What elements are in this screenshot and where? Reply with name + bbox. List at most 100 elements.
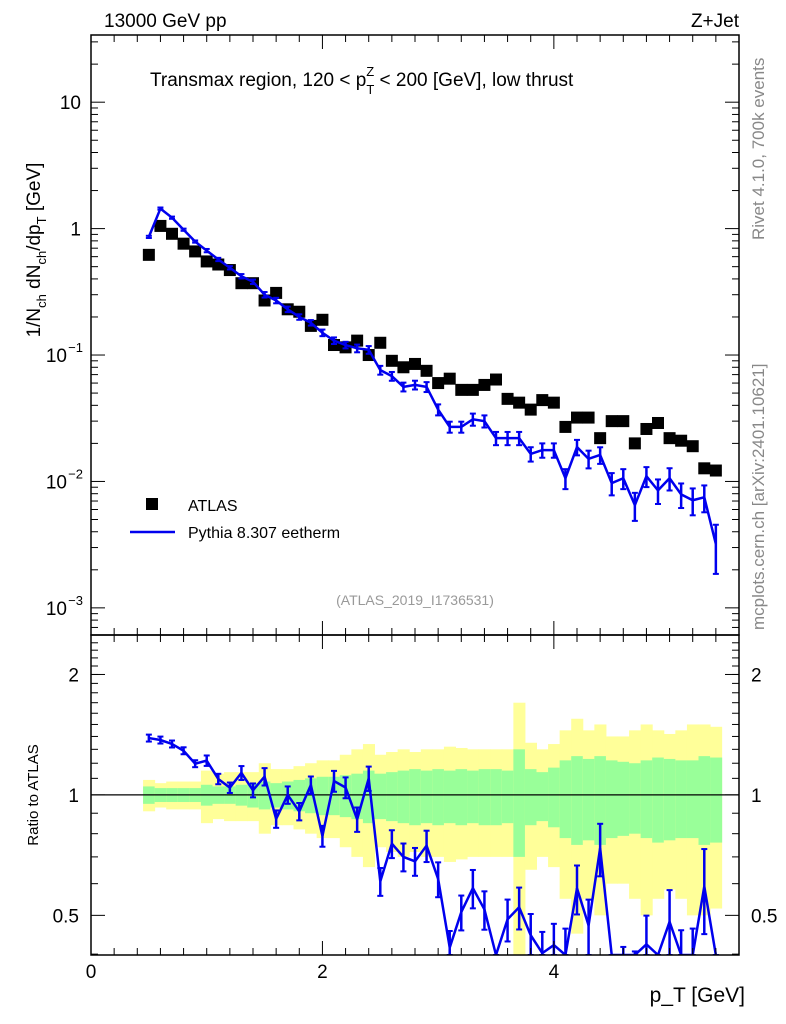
- ratio-tick-label-right: 2: [751, 665, 762, 686]
- stat-uncertainty-band: [490, 769, 503, 826]
- atlas-data-point: [571, 411, 583, 424]
- stat-uncertainty-band: [605, 760, 618, 839]
- pythia-line: [147, 206, 718, 545]
- atlas-data-point: [177, 237, 190, 250]
- atlas-data-point: [490, 373, 502, 386]
- stat-uncertainty-band: [316, 776, 329, 816]
- stat-uncertainty-band: [501, 770, 514, 824]
- stat-uncertainty-band: [374, 773, 387, 820]
- atlas-data-point: [316, 313, 329, 326]
- atlas-data-point: [443, 372, 456, 385]
- stat-uncertainty-band: [559, 760, 572, 839]
- pythia-line: [148, 736, 718, 955]
- atlas-data-point: [605, 415, 618, 428]
- ratio-tick-label-left: 1: [68, 786, 79, 807]
- y-tick-label: 1: [70, 220, 81, 241]
- stat-uncertainty-band: [397, 770, 410, 824]
- y-tick-label: 10: [46, 346, 67, 367]
- stat-uncertainty-band: [478, 769, 491, 826]
- atlas-data-point: [617, 415, 630, 428]
- stat-uncertainty-band: [524, 769, 537, 826]
- ratio-tick-label-left: 0.5: [53, 906, 79, 927]
- atlas-data-point: [582, 411, 595, 424]
- atlas-data-point: [640, 422, 653, 435]
- ratio-y-axis-label: Ratio to ATLAS: [25, 744, 42, 845]
- legend-atlas-marker: [146, 498, 158, 510]
- atlas-data-point: [628, 437, 641, 450]
- stat-uncertainty-band: [663, 758, 676, 841]
- stat-uncertainty-band: [455, 769, 468, 826]
- atlas-data-point: [594, 432, 607, 445]
- atlas-data-point: [524, 403, 537, 416]
- atlas-data-point: [478, 378, 491, 391]
- atlas-data-point: [166, 227, 178, 240]
- stat-uncertainty-band: [409, 769, 422, 826]
- stat-uncertainty-band: [710, 757, 723, 843]
- stat-uncertainty-band: [386, 772, 399, 822]
- y-tick-exponent: −3: [68, 593, 83, 608]
- atlas-data-point: [409, 357, 421, 370]
- atlas-data-point: [420, 364, 433, 377]
- stat-uncertainty-band: [582, 758, 595, 841]
- stat-uncertainty-band: [686, 760, 699, 839]
- x-axis-label: p_T [GeV]: [650, 984, 745, 1007]
- stat-uncertainty-band: [640, 760, 653, 839]
- stat-uncertainty-band: [629, 763, 642, 834]
- atlas-data-point: [547, 396, 560, 409]
- atlas-data-point: [559, 420, 572, 433]
- stat-uncertainty-band: [675, 760, 688, 839]
- stat-uncertainty-band: [652, 757, 665, 843]
- atlas-data-point: [466, 383, 479, 396]
- legend-atlas-label: ATLAS: [188, 498, 238, 515]
- atlas-data-point: [432, 377, 445, 390]
- stat-uncertainty-band: [698, 756, 711, 845]
- stat-uncertainty-band: [443, 770, 456, 824]
- process-label: Z+Jet: [691, 11, 740, 32]
- atlas-data-point: [142, 248, 155, 261]
- stat-uncertainty-band: [594, 756, 607, 845]
- y-tick-label: 10: [60, 93, 81, 114]
- stat-uncertainty-band: [432, 769, 445, 826]
- atlas-data-point: [686, 440, 699, 453]
- stat-uncertainty-band: [571, 756, 584, 845]
- atlas-data-point: [698, 462, 711, 475]
- energy-label: 13000 GeV pp: [104, 11, 227, 32]
- legend: ATLAS Pythia 8.307 eetherm: [130, 498, 340, 542]
- y-tick-label: 10: [46, 472, 67, 493]
- atlas-data-point: [270, 286, 283, 299]
- atlas-data-point: [663, 432, 676, 445]
- stat-uncertainty-band: [513, 749, 526, 857]
- atlas-data-point: [455, 383, 468, 396]
- analysis-label: (ATLAS_2019_I1736531): [336, 592, 494, 608]
- atlas-data-point: [652, 416, 664, 429]
- plot-title: Transmax region, 120 < pTZ < 200 [GeV], …: [150, 64, 574, 97]
- stat-uncertainty-band: [536, 772, 549, 822]
- x-tick-label: 4: [549, 962, 560, 983]
- atlas-data-point: [200, 255, 213, 268]
- y-tick-label: 10: [46, 599, 67, 620]
- x-tick-label: 0: [86, 962, 97, 983]
- main-plot-frame: [90, 34, 740, 636]
- atlas-data-point: [675, 434, 688, 447]
- ratio-tick-label-left: 2: [68, 665, 79, 686]
- atlas-data-point: [709, 464, 722, 477]
- atlas-data-point: [385, 354, 398, 367]
- atlas-data-point: [397, 361, 410, 374]
- mcplots-label: mcplots.cern.ch [arXiv:2401.10621]: [749, 364, 768, 630]
- stat-uncertainty-band: [467, 770, 480, 824]
- atlas-data-point: [513, 396, 526, 409]
- atlas-data-point: [189, 245, 202, 258]
- ratio-tick-label-right: 0.5: [751, 906, 777, 927]
- atlas-data-point: [154, 219, 167, 232]
- atlas-data-point: [374, 336, 387, 349]
- y-axis-label: 1/Nch dNch/dpT [GeV]: [24, 163, 49, 338]
- atlas-data-point: [536, 394, 549, 407]
- legend-pythia-label: Pythia 8.307 eetherm: [188, 525, 340, 542]
- stat-uncertainty-band: [617, 761, 630, 836]
- atlas-data-point: [362, 349, 375, 362]
- ratio-tick-label-right: 1: [751, 786, 762, 807]
- atlas-data-point: [501, 392, 514, 405]
- stat-uncertainty-band: [328, 776, 341, 816]
- rivet-label: Rivet 4.1.0, 700k events: [749, 58, 768, 240]
